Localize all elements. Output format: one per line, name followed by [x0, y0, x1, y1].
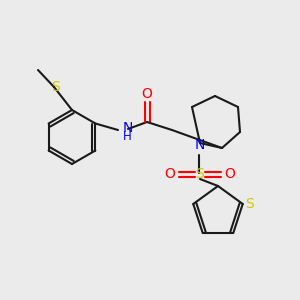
Text: O: O [142, 87, 152, 101]
Text: O: O [225, 167, 236, 181]
Text: S: S [51, 80, 59, 94]
Text: N: N [195, 138, 205, 152]
Text: O: O [165, 167, 176, 181]
Text: S: S [196, 167, 204, 181]
Text: H: H [123, 130, 132, 143]
Text: S: S [245, 197, 254, 211]
Text: N: N [123, 121, 134, 135]
